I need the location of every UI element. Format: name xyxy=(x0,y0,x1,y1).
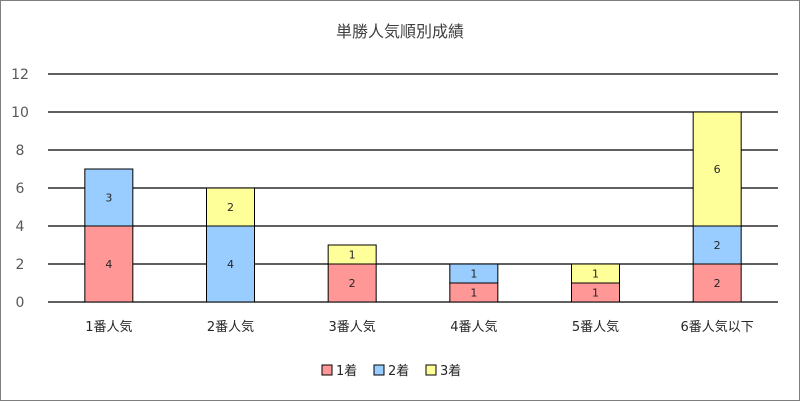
data-label: 4 xyxy=(105,258,112,271)
gridlines xyxy=(48,73,778,303)
x-axis: 1番人気 2番人気 3番人気 4番人気 5番人気 6番人気以下 xyxy=(85,319,754,335)
legend-swatch xyxy=(321,364,333,376)
legend-swatch xyxy=(373,364,385,376)
bar-segment xyxy=(327,263,377,303)
bar-segment xyxy=(692,111,742,227)
data-label: 4 xyxy=(227,258,234,271)
bar-segment xyxy=(206,225,255,303)
y-tick-label: 0 xyxy=(16,295,25,311)
bar-segment xyxy=(206,187,255,227)
data-label: 3 xyxy=(105,192,112,205)
y-axis: 0 2 4 6 8 10 12 xyxy=(11,67,29,311)
data-label: 1 xyxy=(349,249,356,262)
data-label: 1 xyxy=(470,268,477,281)
y-tick-label: 2 xyxy=(16,257,25,273)
bar-segment xyxy=(571,263,620,284)
y-tick-label: 8 xyxy=(16,143,25,159)
legend-swatch xyxy=(425,364,437,376)
bar-segment xyxy=(692,263,742,303)
bar-segment xyxy=(84,168,134,227)
y-tick-label: 10 xyxy=(11,105,29,121)
y-tick-label: 4 xyxy=(16,219,25,235)
x-tick-label: 2番人気 xyxy=(207,319,254,335)
legend: 1着 2着 3着 xyxy=(321,363,461,379)
data-label: 1 xyxy=(592,287,599,300)
y-tick-label: 12 xyxy=(11,67,29,83)
x-tick-label: 5番人気 xyxy=(572,319,619,335)
legend-label: 2着 xyxy=(388,363,409,379)
x-tick-label: 6番人気以下 xyxy=(681,319,754,335)
data-label: 2 xyxy=(714,277,721,290)
legend-label: 1着 xyxy=(336,363,357,379)
bar-segment xyxy=(84,225,134,303)
bar-segment xyxy=(327,244,377,265)
bars: 4 3 4 2 2 1 1 1 1 1 2 2 6 xyxy=(84,111,742,303)
data-label: 2 xyxy=(349,277,356,290)
data-label: 2 xyxy=(227,201,234,214)
x-tick-label: 3番人気 xyxy=(329,319,376,335)
data-label: 6 xyxy=(714,163,721,176)
data-label: 2 xyxy=(714,239,721,252)
data-label: 1 xyxy=(592,268,599,281)
chart-title: 単勝人気順別成績 xyxy=(336,22,464,41)
x-tick-label: 1番人気 xyxy=(85,319,132,335)
data-label: 1 xyxy=(470,287,477,300)
x-tick-label: 4番人気 xyxy=(450,319,497,335)
legend-label: 3着 xyxy=(440,363,461,379)
y-tick-label: 6 xyxy=(16,181,25,197)
bar-segment xyxy=(449,263,499,284)
